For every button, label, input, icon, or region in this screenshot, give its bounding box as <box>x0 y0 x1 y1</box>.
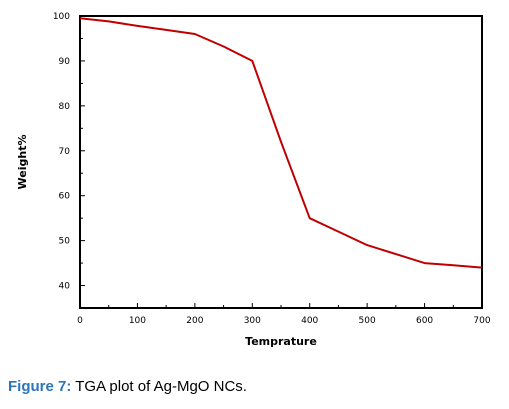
y-axis-title: Weight% <box>16 135 29 190</box>
data-series <box>79 17 483 269</box>
x-tick-label: 0 <box>77 316 83 326</box>
series-line <box>79 17 483 269</box>
y-tick-label: 70 <box>59 147 71 157</box>
y-tick-label: 50 <box>59 237 71 247</box>
figure-caption-text: TGA plot of Ag-MgO NCs. <box>71 378 247 395</box>
tga-chart: 0 100 200 300 400 500 600 700 40 50 60 70 80 90 100 T… <box>16 12 491 348</box>
y-tick-label: 90 <box>59 57 71 67</box>
figure-caption: Figure 7: TGA plot of Ag-MgO NCs. <box>8 378 247 395</box>
x-tick-labels: 0 100 200 300 400 500 600 700 <box>77 316 491 326</box>
x-tick-label: 300 <box>244 316 261 326</box>
x-axis-title: Temprature <box>245 335 317 348</box>
y-tick-label: 100 <box>53 12 70 22</box>
y-tick-label: 40 <box>59 282 71 292</box>
y-tick-label: 60 <box>59 192 71 202</box>
x-tick-label: 600 <box>416 316 433 326</box>
plot-frame <box>79 15 483 309</box>
y-tick-label: 80 <box>59 102 71 112</box>
x-tick-label: 700 <box>473 316 490 326</box>
figure-caption-label: Figure 7: <box>8 378 72 395</box>
x-tick-label: 200 <box>186 316 203 326</box>
axis-ticks <box>79 15 483 308</box>
x-tick-label: 400 <box>301 316 318 326</box>
y-tick-labels: 40 50 60 70 80 90 100 <box>53 12 70 292</box>
x-tick-label: 100 <box>129 316 146 326</box>
x-tick-label: 500 <box>359 316 376 326</box>
